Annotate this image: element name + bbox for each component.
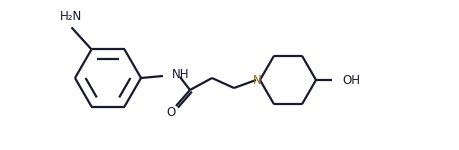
Text: N: N: [252, 74, 261, 87]
Text: OH: OH: [342, 74, 360, 87]
Text: H₂N: H₂N: [60, 10, 82, 23]
Text: O: O: [166, 106, 176, 120]
Text: NH: NH: [172, 69, 190, 81]
